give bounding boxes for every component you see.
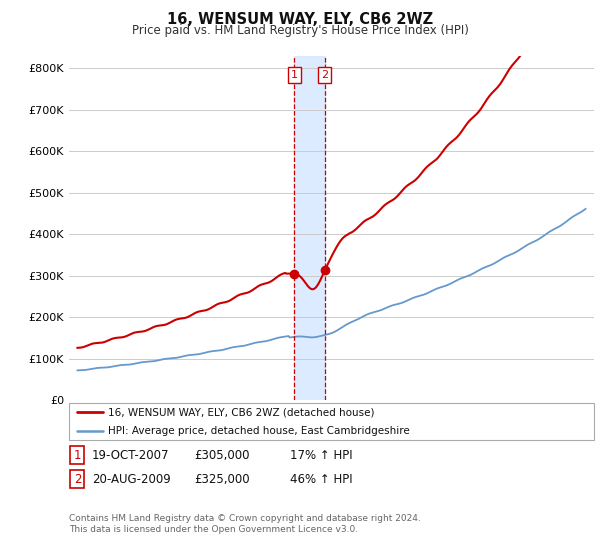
Text: 2: 2: [321, 70, 328, 80]
Text: 19-OCT-2007: 19-OCT-2007: [92, 449, 169, 462]
Text: HPI: Average price, detached house, East Cambridgeshire: HPI: Average price, detached house, East…: [109, 426, 410, 436]
Text: 16, WENSUM WAY, ELY, CB6 2WZ (detached house): 16, WENSUM WAY, ELY, CB6 2WZ (detached h…: [109, 407, 375, 417]
Text: 2: 2: [74, 473, 81, 486]
Bar: [294, 56, 325, 400]
FancyBboxPatch shape: [70, 446, 85, 464]
Text: Contains HM Land Registry data © Crown copyright and database right 2024.: Contains HM Land Registry data © Crown c…: [69, 514, 421, 522]
Text: 17% ↑ HPI: 17% ↑ HPI: [290, 449, 352, 462]
Text: 46% ↑ HPI: 46% ↑ HPI: [290, 473, 352, 486]
Text: This data is licensed under the Open Government Licence v3.0.: This data is licensed under the Open Gov…: [69, 525, 358, 534]
FancyBboxPatch shape: [69, 403, 594, 440]
Text: 1: 1: [291, 70, 298, 80]
FancyBboxPatch shape: [70, 470, 85, 488]
Text: 20-AUG-2009: 20-AUG-2009: [92, 473, 170, 486]
Text: 16, WENSUM WAY, ELY, CB6 2WZ: 16, WENSUM WAY, ELY, CB6 2WZ: [167, 12, 433, 27]
Text: £305,000: £305,000: [194, 449, 250, 462]
Text: Price paid vs. HM Land Registry's House Price Index (HPI): Price paid vs. HM Land Registry's House …: [131, 24, 469, 37]
Text: 1: 1: [74, 449, 81, 462]
Text: £325,000: £325,000: [194, 473, 250, 486]
